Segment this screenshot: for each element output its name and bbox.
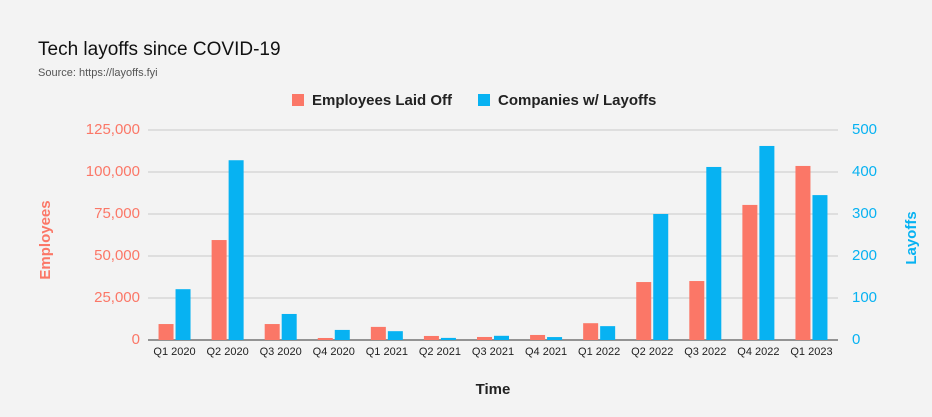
x-tick-label: Q4 2020: [313, 346, 355, 358]
bar: [158, 324, 174, 340]
y2-tick-label: 0: [852, 331, 860, 348]
chart-title: Tech layoffs since COVID-19: [38, 39, 281, 60]
bar: [317, 337, 333, 340]
legend-swatch: [292, 94, 304, 106]
x-tick-label: Q1 2022: [578, 346, 620, 358]
y2-tick-label: 100: [852, 289, 877, 306]
bar: [228, 160, 244, 340]
legend-swatch: [478, 94, 490, 106]
bar: [795, 165, 811, 340]
bar: [477, 336, 492, 340]
bar: [440, 337, 456, 340]
y-tick-label: 0: [132, 331, 140, 348]
x-axis-label: Time: [476, 381, 511, 398]
y2-tick-label: 400: [852, 163, 877, 180]
legend-label: Companies w/ Layoffs: [498, 92, 656, 109]
bar: [706, 166, 722, 340]
legend-label: Employees Laid Off: [312, 92, 453, 109]
x-tick-label: Q1 2021: [366, 346, 408, 358]
chart-subtitle: Source: https://layoffs.fyi: [38, 67, 158, 79]
bar: [370, 326, 386, 340]
bar: [281, 313, 297, 340]
bar: [583, 323, 599, 340]
x-tick-label: Q1 2020: [153, 346, 195, 358]
bar: [653, 214, 669, 340]
y-tick-label: 50,000: [94, 247, 140, 264]
y-tick-label: 75,000: [94, 205, 140, 222]
bar: [264, 324, 280, 340]
bar: [636, 282, 652, 340]
y-tick-label: 100,000: [86, 163, 140, 180]
x-tick-label: Q3 2021: [472, 346, 514, 358]
bar: [211, 240, 227, 340]
x-tick-label: Q2 2022: [631, 346, 673, 358]
bar: [387, 331, 403, 340]
x-tick-label: Q3 2022: [684, 346, 726, 358]
y2-tick-label: 300: [852, 205, 877, 222]
bar: [742, 204, 758, 340]
y2-tick-label: 500: [852, 121, 877, 138]
bar: [530, 334, 546, 340]
bar: [423, 335, 439, 340]
x-tick-label: Q2 2020: [207, 346, 249, 358]
x-tick-label: Q4 2022: [737, 346, 779, 358]
bar: [547, 337, 563, 340]
bar: [334, 329, 350, 340]
y2-axis-label: Layoffs: [903, 211, 920, 264]
x-tick-label: Q1 2023: [790, 346, 832, 358]
bar: [689, 281, 705, 340]
bar: [759, 145, 775, 340]
x-tick-label: Q3 2020: [260, 346, 302, 358]
y-tick-label: 25,000: [94, 289, 140, 306]
bar: [812, 195, 828, 340]
x-tick-label: Q2 2021: [419, 346, 461, 358]
bar: [494, 335, 509, 340]
y-tick-label: 125,000: [86, 121, 140, 138]
y2-tick-label: 200: [852, 247, 877, 264]
y-axis-label: Employees: [37, 200, 54, 279]
x-tick-label: Q4 2021: [525, 346, 567, 358]
bar: [600, 326, 616, 340]
bar: [175, 289, 191, 340]
